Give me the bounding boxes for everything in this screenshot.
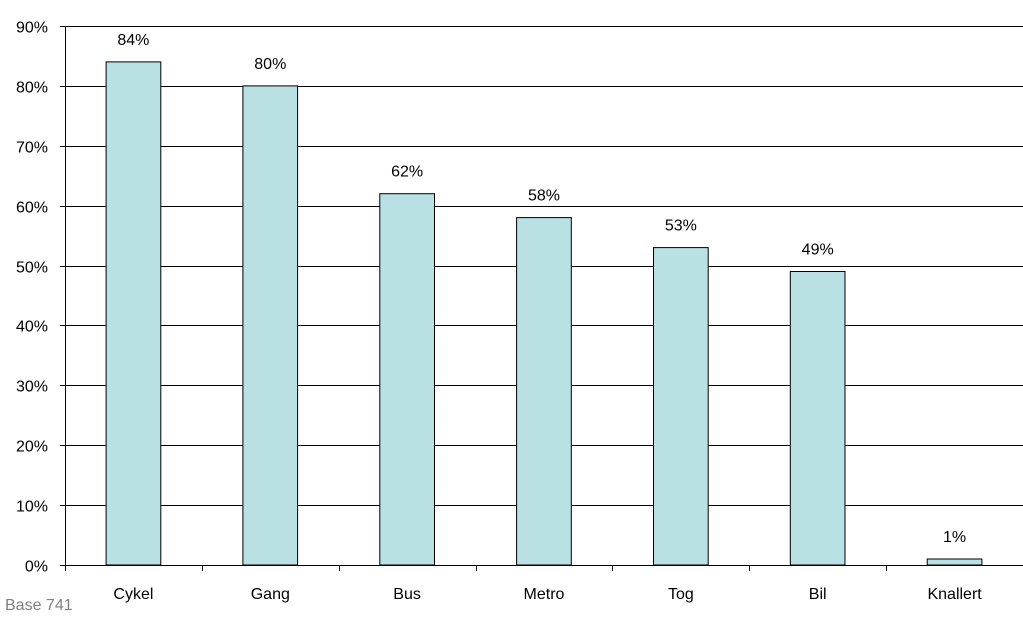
y-tick-label: 20% <box>16 439 48 456</box>
x-tick-label: Cykel <box>113 586 153 603</box>
x-tick-label: Bil <box>809 586 827 603</box>
bar <box>789 271 846 566</box>
base-footnote: Base 741 <box>5 597 73 614</box>
bar <box>105 61 162 566</box>
y-tick-label: 70% <box>16 140 48 157</box>
data-label: 1% <box>943 529 966 546</box>
labels: 0% 10% 20% 30% 40% 50% 60% 70% 80% 90% 84% Cykel 80%… <box>16 20 982 604</box>
data-label: 49% <box>802 242 834 259</box>
y-tick-label: 50% <box>16 260 48 277</box>
bar <box>653 247 709 566</box>
y-tick-label: 60% <box>16 200 48 217</box>
y-tick-label: 80% <box>16 80 48 97</box>
bar <box>379 193 435 566</box>
x-tick-label: Knallert <box>927 586 982 603</box>
bar <box>242 85 299 566</box>
axes <box>60 26 1023 571</box>
bar <box>516 217 572 566</box>
x-tick-label: Gang <box>251 586 290 603</box>
y-tick-label: 30% <box>16 379 48 396</box>
bars <box>105 61 983 566</box>
x-tick-label: Metro <box>524 586 565 603</box>
data-label: 53% <box>665 218 697 235</box>
data-label: 80% <box>254 56 286 73</box>
y-tick-label: 10% <box>16 499 48 516</box>
y-tick-label: 0% <box>25 559 48 576</box>
bar <box>926 558 983 566</box>
x-tick-label: Tog <box>668 586 694 603</box>
data-label: 62% <box>391 164 423 181</box>
x-tick-label: Bus <box>393 586 421 603</box>
data-label: 58% <box>528 188 560 205</box>
y-tick-label: 90% <box>16 20 48 37</box>
y-tick-label: 40% <box>16 319 48 336</box>
data-label: 84% <box>117 32 149 49</box>
